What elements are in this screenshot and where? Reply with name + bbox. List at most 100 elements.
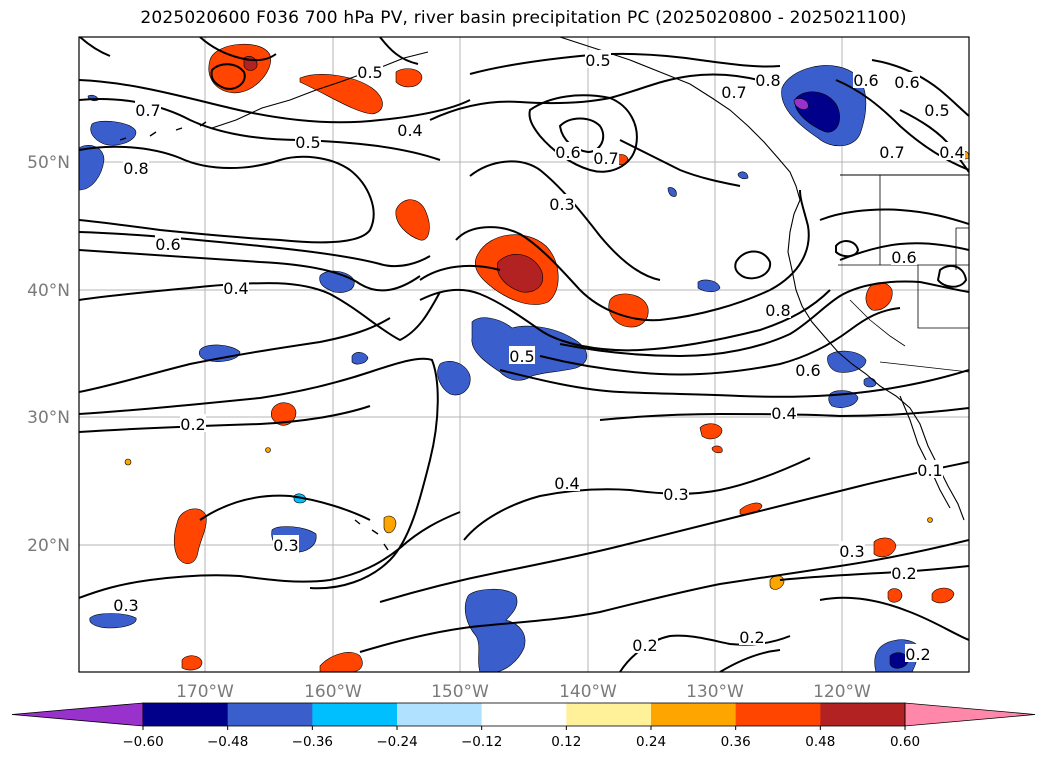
lon-label-140w: 140°W xyxy=(559,682,617,702)
contour-label-bg xyxy=(891,247,917,265)
precip-blob xyxy=(181,655,203,671)
state-border-ca-nv xyxy=(849,299,906,347)
colorbar-tick-label: 0.36 xyxy=(721,734,751,750)
precip-blob xyxy=(265,447,271,453)
pv-contour xyxy=(559,280,969,358)
precip-blob xyxy=(79,145,105,191)
contour-label-bg xyxy=(273,535,299,553)
contour-label-bg xyxy=(917,460,943,478)
pv-contour xyxy=(79,231,431,268)
pv-contour xyxy=(79,511,461,599)
baja-coast xyxy=(899,395,951,509)
map-frame xyxy=(78,36,970,673)
pv-contour xyxy=(936,264,968,288)
colorbar-tick-label: 0.12 xyxy=(551,734,581,750)
precip-blob xyxy=(887,588,903,603)
contour-label-bg xyxy=(939,142,965,160)
contour-label-bg xyxy=(894,72,920,90)
contour-label: 0.8 xyxy=(755,71,780,90)
colorbar-frame xyxy=(142,702,906,727)
contour-label: 0.5 xyxy=(357,63,382,82)
colorbar-bin xyxy=(397,703,483,726)
precip-blob xyxy=(793,98,809,110)
lat-label-40n: 40°N xyxy=(27,281,70,301)
bc-coast xyxy=(559,37,801,201)
contour-label: 0.7 xyxy=(593,149,618,168)
contour-label-bg xyxy=(663,484,689,502)
pv-contour xyxy=(379,37,419,65)
contour-label: 0.6 xyxy=(853,71,878,90)
contour-label-bg xyxy=(721,82,747,100)
precip-blob xyxy=(497,254,544,293)
precip-blob xyxy=(383,515,397,534)
pv-contour xyxy=(419,264,501,281)
colorbar-tick-label: 0.60 xyxy=(890,734,920,750)
colorbar-bin xyxy=(312,703,398,726)
pv-contour xyxy=(79,405,371,433)
lat-label-20n: 20°N xyxy=(27,536,70,556)
pv-contour xyxy=(835,79,969,171)
contour-label: 0.6 xyxy=(555,143,580,162)
contour-label-bg xyxy=(180,414,206,432)
aleutian-islands xyxy=(119,121,207,141)
precip-blob xyxy=(395,199,430,241)
contour-label: 0.4 xyxy=(939,143,964,162)
contour-label: 0.8 xyxy=(765,301,790,320)
alaska-coast xyxy=(211,51,429,129)
contour-label: 0.7 xyxy=(879,143,904,162)
pv-contour xyxy=(419,288,831,352)
contour-label-bg xyxy=(509,346,535,364)
west-coast-us xyxy=(787,199,965,521)
precip-blob xyxy=(873,537,897,558)
pv-contour xyxy=(499,369,969,398)
colorbar-tick-label: −0.48 xyxy=(207,734,248,750)
lon-label-150w: 150°W xyxy=(431,682,489,702)
contour-label: 0.6 xyxy=(795,361,820,380)
contour-label-bg xyxy=(795,360,821,378)
colorbar-bin xyxy=(143,703,229,726)
contour-label: 0.5 xyxy=(509,347,534,366)
contour-label-bg xyxy=(223,278,249,296)
pv-contour xyxy=(871,59,969,117)
contour-label: 0.3 xyxy=(549,195,574,214)
pv-contour-labels: 0.5 0.5 0.8 0.6 0.6 0.5 0.7 0.7 0.4 0.5 0.6 0.7 0.7 0… xyxy=(113,50,965,664)
latitude-labels: 50°N 40°N 30°N 20°N xyxy=(27,153,70,556)
lon-label-130w: 130°W xyxy=(686,682,744,702)
contour-label-bg xyxy=(905,644,931,662)
pv-contour xyxy=(619,139,741,187)
contour-label: 0.2 xyxy=(180,415,205,434)
pv-contour xyxy=(455,189,810,322)
contour-label: 0.8 xyxy=(123,159,148,178)
contour-label: 0.4 xyxy=(771,404,796,423)
precip-blob xyxy=(124,458,132,466)
contour-label-bg xyxy=(765,300,791,318)
precip-blob xyxy=(889,652,909,669)
pv-contour xyxy=(819,596,969,641)
map-title: 2025020600 F036 700 hPa PV, river basin … xyxy=(140,8,907,28)
precip-blob xyxy=(173,508,207,564)
pv-contour xyxy=(734,250,772,280)
contour-label-bg xyxy=(593,148,619,166)
longitude-labels: 170°W 160°W 150°W 140°W 130°W 120°W xyxy=(176,682,871,702)
precip-blob xyxy=(697,279,721,293)
contour-label: 0.3 xyxy=(839,542,864,561)
contour-label-bg xyxy=(295,132,321,150)
precip-blob xyxy=(667,187,677,197)
contour-label: 0.4 xyxy=(223,279,248,298)
pv-contour xyxy=(199,494,371,521)
contour-label: 0.2 xyxy=(739,628,764,647)
precip-blob xyxy=(464,588,526,672)
colorbar-under-extend xyxy=(11,702,144,727)
contour-label: 0.3 xyxy=(663,485,688,504)
colorbar-tick-label: −0.12 xyxy=(461,734,502,750)
contour-label: 0.5 xyxy=(924,101,949,120)
pv-contours xyxy=(79,37,969,672)
precip-blob xyxy=(437,361,471,396)
contour-label-bg xyxy=(555,142,581,160)
precip-blob xyxy=(270,402,297,426)
contour-label: 0.4 xyxy=(554,474,579,493)
contour-label-bg xyxy=(357,62,383,80)
contour-label-bg xyxy=(549,194,575,212)
lon-label-170w: 170°W xyxy=(176,682,234,702)
pv-contour xyxy=(819,208,969,225)
